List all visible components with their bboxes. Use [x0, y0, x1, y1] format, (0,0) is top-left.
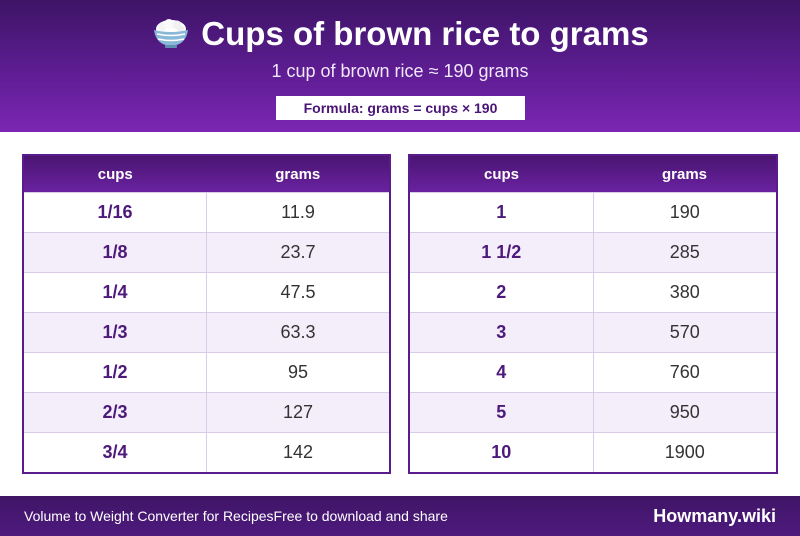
- footer-brand-link[interactable]: Howmany.wiki: [653, 506, 776, 526]
- grams-cell: 63.3: [206, 312, 390, 353]
- cups-cell: 1: [409, 192, 594, 233]
- footer-bar: Volume to Weight Converter for RecipesFr…: [0, 496, 800, 536]
- table-header-row: cups grams: [409, 155, 777, 193]
- table-row: 5 950: [409, 392, 777, 433]
- conversion-table-left: cups grams 1/16 11.9 1/8 23.7 1/4 47.5 1/3 6…: [22, 154, 391, 474]
- cups-cell: 1 1/2: [409, 232, 594, 273]
- table-row: 4 760: [409, 352, 777, 393]
- cups-cell: 2/3: [23, 392, 207, 433]
- cups-cell: 1/16: [23, 192, 207, 233]
- table-row: 1/2 95: [23, 352, 390, 393]
- grams-cell: 11.9: [206, 192, 390, 233]
- header-banner: Cups of brown rice to grams 1 cup of bro…: [0, 0, 800, 132]
- table-row: 1/8 23.7: [23, 232, 390, 273]
- rice-bowl-icon: [154, 19, 189, 48]
- conversion-table-right: cups grams 1 190 1 1/2 285 2 380 3 570 4 760 …: [408, 154, 778, 474]
- grams-cell: 47.5: [206, 272, 390, 313]
- table-row: 2/3 127: [23, 392, 390, 433]
- cups-cell: 3/4: [23, 432, 207, 473]
- cups-cell: 1/4: [23, 272, 207, 313]
- page-subtitle: 1 cup of brown rice ≈ 190 grams: [271, 61, 529, 81]
- cups-cell: 4: [409, 352, 594, 393]
- column-header-cups: cups: [409, 155, 593, 193]
- cups-cell: 1/8: [23, 232, 207, 273]
- table-row: 2 380: [409, 272, 777, 313]
- cups-cell: 2: [409, 272, 594, 313]
- table-row: 3/4 142: [23, 432, 390, 473]
- cups-cell: 1/3: [23, 312, 207, 353]
- grams-cell: 285: [593, 232, 777, 273]
- table-row: 1/16 11.9: [23, 192, 390, 233]
- grams-cell: 1900: [593, 432, 777, 473]
- grams-cell: 380: [593, 272, 777, 313]
- footer-tagline: Volume to Weight Converter for RecipesFr…: [24, 496, 448, 536]
- table-row: 1/4 47.5: [23, 272, 390, 313]
- grams-cell: 142: [206, 432, 390, 473]
- column-header-grams: grams: [593, 155, 777, 193]
- grams-cell: 760: [593, 352, 777, 393]
- grams-cell: 127: [206, 392, 390, 433]
- column-header-cups: cups: [23, 155, 207, 193]
- grams-cell: 190: [593, 192, 777, 233]
- footer-left-text: Volume to Weight Converter for Recipes: [24, 508, 274, 524]
- table-header-row: cups grams: [23, 155, 390, 193]
- table-row: 1/3 63.3: [23, 312, 390, 353]
- grams-cell: 570: [593, 312, 777, 353]
- cups-cell: 10: [409, 432, 594, 473]
- page-title: Cups of brown rice to grams: [201, 15, 649, 52]
- table-row: 1 190: [409, 192, 777, 233]
- cups-cell: 1/2: [23, 352, 207, 393]
- table-row: 3 570: [409, 312, 777, 353]
- column-header-grams: grams: [206, 155, 390, 193]
- page-title-row: Cups of brown rice to grams: [0, 14, 800, 54]
- grams-cell: 23.7: [206, 232, 390, 273]
- grams-cell: 950: [593, 392, 777, 433]
- table-row: 1 1/2 285: [409, 232, 777, 273]
- cups-cell: 3: [409, 312, 594, 353]
- formula-box: Formula: grams = cups × 190: [276, 96, 525, 120]
- table-row: 10 1900: [409, 432, 777, 473]
- grams-cell: 95: [206, 352, 390, 393]
- cups-cell: 5: [409, 392, 594, 433]
- footer-middle-text: Free to download and share: [273, 508, 448, 524]
